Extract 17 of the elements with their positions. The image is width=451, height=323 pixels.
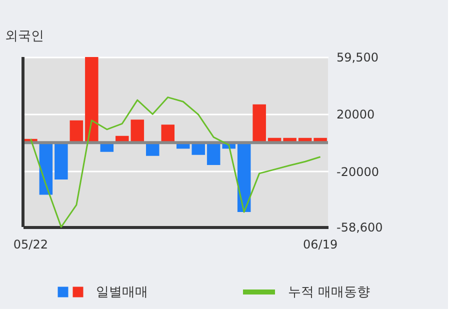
chart-title: 외국인 (4, 29, 44, 44)
bar (85, 57, 98, 143)
line-series (30, 96, 322, 228)
bar (130, 120, 144, 143)
x-tick-label: 05/22 (13, 238, 48, 252)
y-tick-label: 59,500 (336, 50, 378, 64)
y-tick-label: -20000 (336, 164, 380, 179)
bar (54, 142, 68, 180)
bar (252, 104, 266, 143)
legend-label: 누적 매매동향 (288, 285, 370, 300)
y-tick-label: -58,600 (336, 220, 383, 234)
x-tick-label: 06/19 (303, 238, 338, 252)
y-tick-label: 20000 (336, 107, 375, 122)
bar (161, 124, 175, 143)
bar (206, 142, 220, 165)
legend-label: 일별매매 (96, 285, 148, 300)
bar (70, 120, 84, 143)
